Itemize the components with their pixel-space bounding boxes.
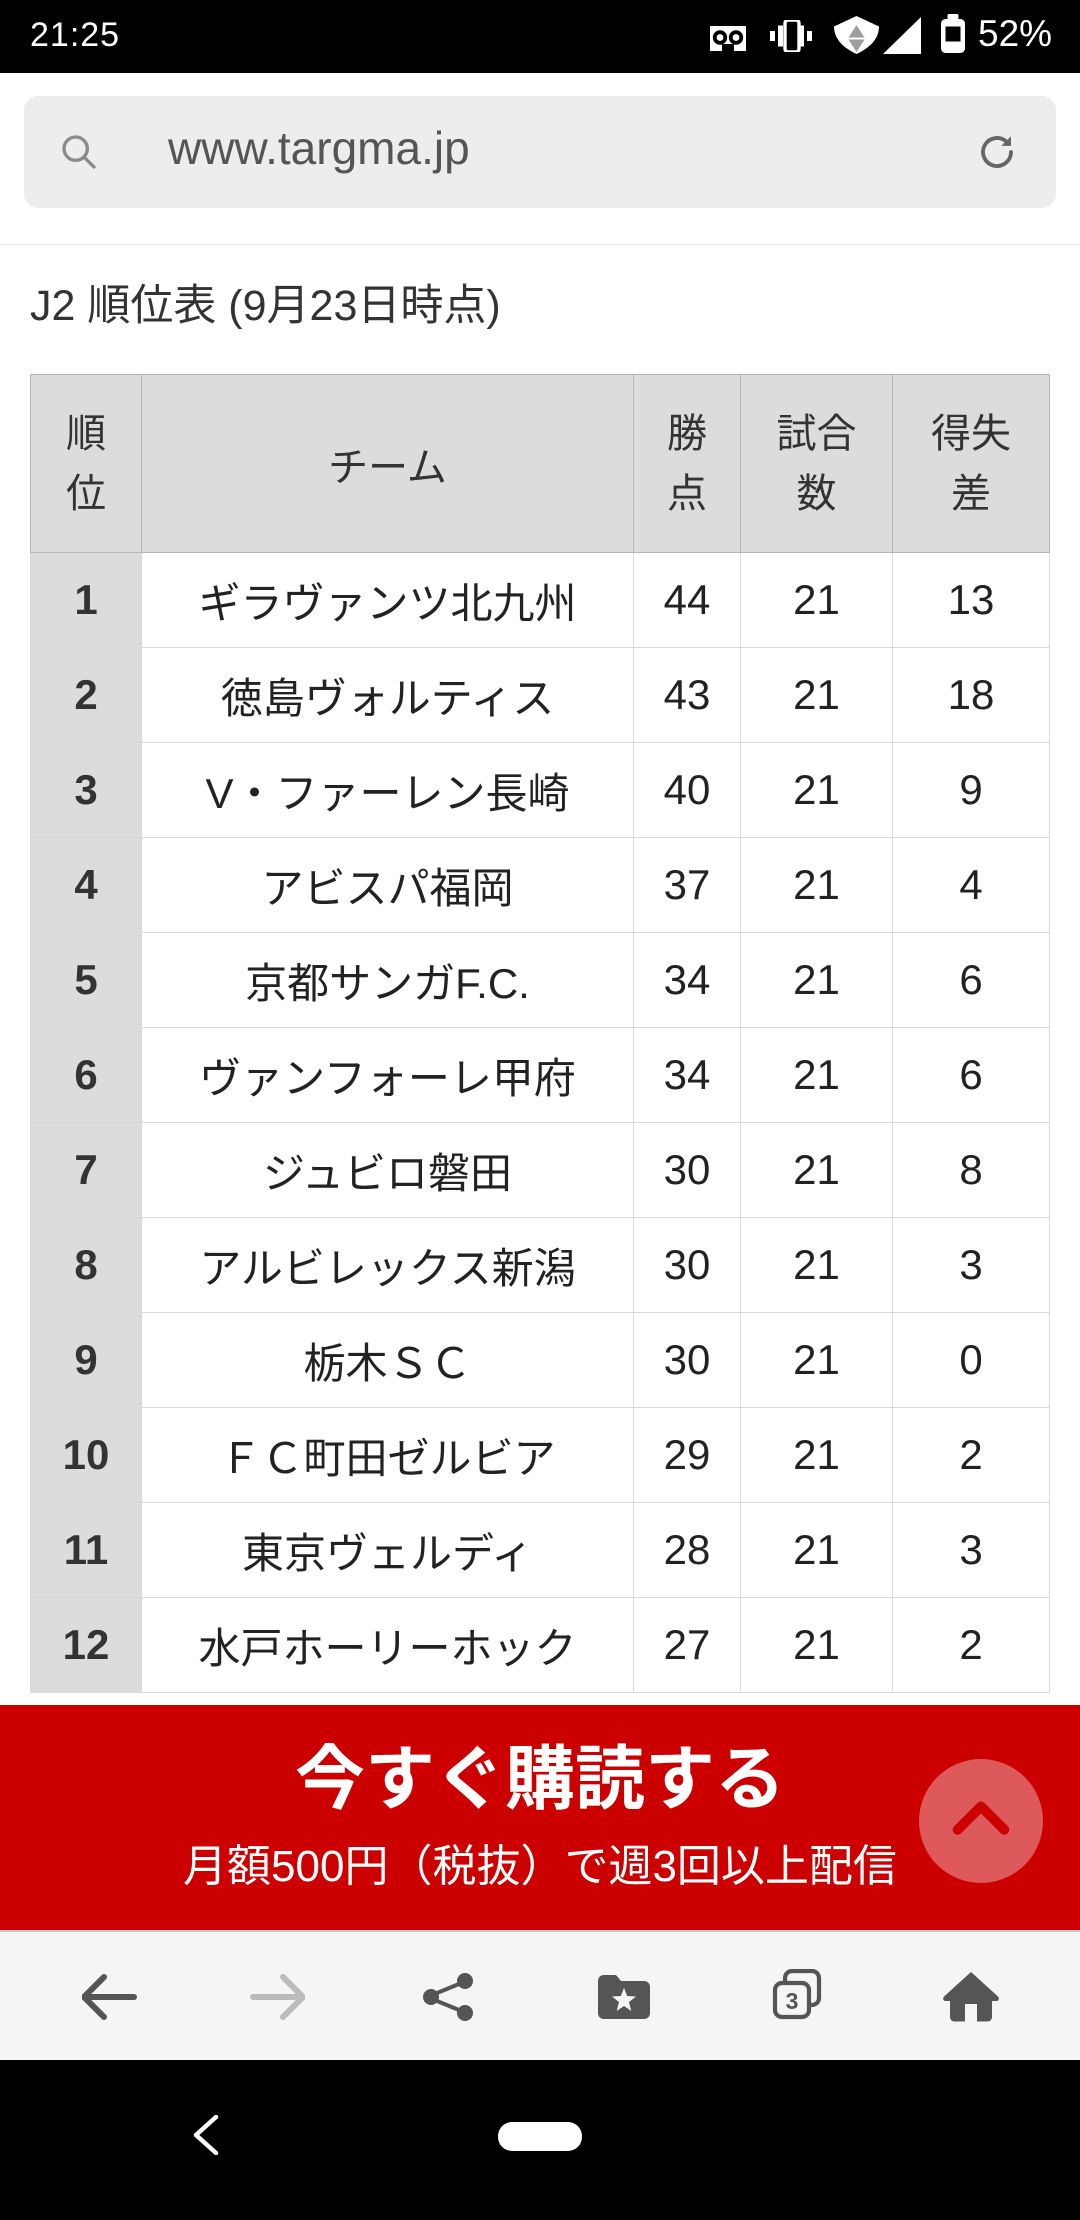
- svg-text:3: 3: [786, 1988, 799, 2014]
